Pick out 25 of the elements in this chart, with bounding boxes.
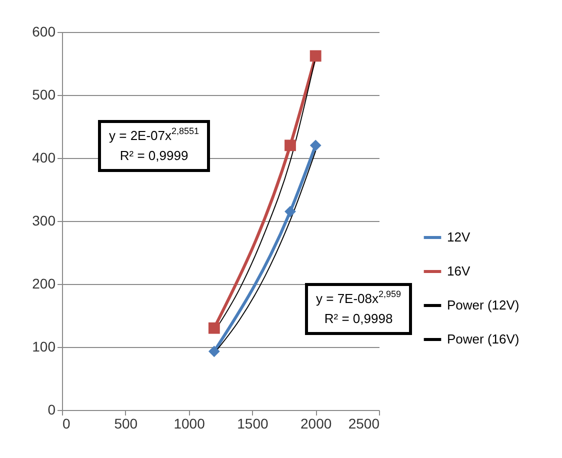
text: y = 7E-08x$^{2,959}$ R² = 0,9998 [316,289,402,326]
legend-label: 12V [447,230,470,244]
y-tick-label: 200 [32,276,56,292]
text: y = 2E-07x$^{2,8551}$ R² = 0,9999 [109,126,200,163]
y-tick-label: 300 [32,212,56,228]
x-tick-label: 1000 [174,416,206,432]
point [310,50,322,62]
point [310,140,322,152]
y-tick-label: 600 [32,24,56,40]
x-tick-label: 2000 [300,416,332,432]
y-tick-label: 0 [48,402,56,418]
x-tick-label: 1500 [237,416,268,432]
x-tick-label: 500 [114,416,138,432]
point [208,322,220,334]
legend-label: Power (12V) [447,298,520,312]
y-tick-label: 500 [32,86,56,102]
point [284,206,296,218]
point [208,346,220,358]
y-tick-label: 400 [32,150,56,166]
y-tick-label: 100 [32,338,56,354]
x-tick-label: 2500 [348,416,380,432]
x-tick-label: 0 [62,416,70,432]
legend-label: 16V [447,264,470,278]
legend-label: Power (16V) [447,332,520,346]
point [284,140,296,152]
